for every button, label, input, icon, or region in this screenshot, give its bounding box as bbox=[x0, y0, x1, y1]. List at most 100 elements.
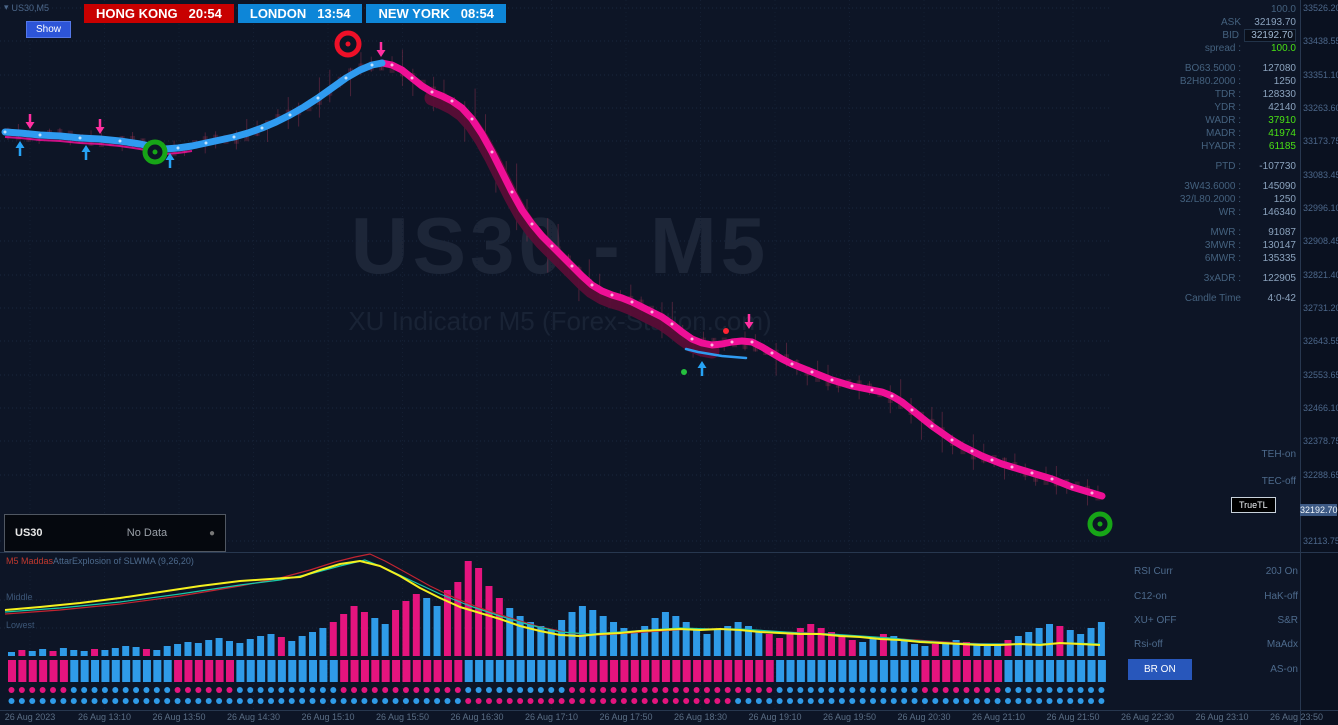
price-label: 33438.55 bbox=[1303, 36, 1338, 46]
info-row-value: 145090 bbox=[1262, 181, 1296, 192]
info-row-label: MADR : bbox=[1206, 128, 1241, 139]
price-label: 33263.60 bbox=[1303, 103, 1338, 113]
watermark-subtitle: XU Indicator M5 (Forex-Station.com) bbox=[348, 306, 772, 336]
indicator-toggle-row: BR ON AS-on bbox=[1128, 658, 1298, 680]
info-row-label: HYADR : bbox=[1201, 141, 1241, 152]
dropdown-arrow-icon: ▾ bbox=[4, 2, 9, 12]
info-row-label: B2H80.2000 : bbox=[1179, 76, 1241, 87]
info-row: 3xADR : 122905 bbox=[1126, 272, 1296, 285]
price-label: 33173.75 bbox=[1303, 136, 1338, 146]
info-row-label: MWR : bbox=[1210, 227, 1241, 238]
toggle-hak-off[interactable]: HaK-off bbox=[1264, 590, 1298, 602]
toggle-teh-on[interactable]: TEH-on bbox=[1261, 449, 1296, 460]
info-row: BID 32192.70 bbox=[1126, 29, 1296, 42]
show-button[interactable]: Show bbox=[26, 21, 72, 38]
info-row-label: TDR : bbox=[1214, 89, 1241, 100]
world-clock-london: LONDON 13:54 bbox=[237, 4, 363, 23]
candles-layer bbox=[5, 49, 1101, 506]
info-row: PTD : -107730 bbox=[1126, 160, 1296, 173]
info-row-label: 3MWR : bbox=[1204, 240, 1241, 251]
info-row: 6MWR : 135335 bbox=[1126, 252, 1296, 265]
oscillator-layer bbox=[4, 553, 1106, 704]
indicator-toggle-row: RSI Curr 20J On bbox=[1134, 562, 1298, 580]
info-row: TDR : 128330 bbox=[1126, 88, 1296, 101]
toggle-tec-off[interactable]: TEC-off bbox=[1261, 476, 1296, 487]
clock-city-label: HONG KONG bbox=[96, 6, 178, 21]
indicator-toggle-row: XU+ OFF S&R bbox=[1134, 611, 1298, 629]
indicator-title: M5 MaddasAttarExplosion of SLWMA (9,26,2… bbox=[6, 556, 194, 566]
world-clocks: HONG KONG 20:54 LONDON 13:54 NEW YORK 08:54 bbox=[84, 4, 506, 23]
info-row: B2H80.2000 : 1250 bbox=[1126, 75, 1296, 88]
info-row-value: 100.0 bbox=[1270, 43, 1296, 54]
info-row: spread : 100.0 bbox=[1126, 42, 1296, 55]
info-row-value: 41974 bbox=[1268, 128, 1296, 139]
info-row-value: 37910 bbox=[1268, 115, 1296, 126]
toggle-rsi-off[interactable]: Rsi-off bbox=[1134, 638, 1163, 650]
toggle-s-r[interactable]: S&R bbox=[1277, 614, 1298, 626]
info-row-label: BID bbox=[1222, 30, 1239, 41]
symbol-tab[interactable]: ▾ US30,M5 bbox=[4, 2, 49, 13]
price-label: 32288.65 bbox=[1303, 470, 1338, 480]
toggle-rsi-curr[interactable]: RSI Curr bbox=[1134, 565, 1173, 577]
time-label: 26 Aug 22:30 bbox=[1120, 712, 1175, 722]
indicator-scale-label: Middle bbox=[6, 592, 33, 602]
info-row-value: 91087 bbox=[1268, 227, 1296, 238]
status-box: US30 No Data ● bbox=[4, 514, 226, 552]
clock-time-label: 20:54 bbox=[188, 6, 222, 21]
info-row: WADR : 37910 bbox=[1126, 114, 1296, 127]
info-row: 3W43.6000 : 145090 bbox=[1126, 180, 1296, 193]
axis-background bbox=[1300, 0, 1338, 725]
info-row-label: Candle Time bbox=[1184, 293, 1241, 304]
clock-time-label: 13:54 bbox=[317, 6, 351, 21]
info-row: Candle Time 4:0-42 bbox=[1126, 292, 1296, 305]
market-info-panel: 100.0 ASK 32193.70 BID 32192.70 spread : 100.0… bbox=[1126, 3, 1296, 305]
price-label: 32996.10 bbox=[1303, 203, 1338, 213]
info-row-value: 135335 bbox=[1262, 253, 1296, 264]
toggle-maadx[interactable]: MaAdx bbox=[1266, 638, 1298, 650]
toggle-xu-off[interactable]: XU+ OFF bbox=[1134, 614, 1177, 626]
time-label: 26 Aug 2023 bbox=[4, 712, 56, 722]
toggle-as-on[interactable]: AS-on bbox=[1270, 663, 1298, 675]
indicator-toggle-row: Rsi-off MaAdx bbox=[1134, 635, 1298, 653]
time-label: 26 Aug 15:50 bbox=[375, 712, 430, 722]
info-row-value: 32193.70 bbox=[1254, 17, 1296, 28]
toggle-c12-on[interactable]: C12-on bbox=[1134, 590, 1167, 602]
truetl-button[interactable]: TrueTL bbox=[1231, 497, 1276, 513]
world-clock-hong-kong: HONG KONG 20:54 bbox=[84, 4, 234, 23]
time-label: 26 Aug 15:10 bbox=[301, 712, 355, 722]
world-clock-new-york: NEW YORK 08:54 bbox=[366, 4, 506, 23]
info-row-label: BO63.5000 : bbox=[1184, 63, 1241, 74]
info-row-value: 1250 bbox=[1273, 194, 1296, 205]
price-label: 32731.20 bbox=[1303, 303, 1338, 313]
price-label: 32113.75 bbox=[1303, 536, 1338, 546]
info-row-value: 1250 bbox=[1273, 76, 1296, 87]
info-row-label: 32/L80.2000 : bbox=[1179, 194, 1241, 205]
time-label: 26 Aug 13:50 bbox=[152, 712, 206, 722]
info-row: YDR : 42140 bbox=[1126, 101, 1296, 114]
info-row: BO63.5000 : 127080 bbox=[1126, 62, 1296, 75]
time-label: 26 Aug 20:30 bbox=[897, 712, 951, 722]
toggle-br-on[interactable]: BR ON bbox=[1128, 658, 1192, 680]
signal-layer bbox=[15, 30, 1113, 537]
toggle-20j-on[interactable]: 20J On bbox=[1265, 565, 1298, 577]
symbol-tab-label: US30,M5 bbox=[11, 2, 50, 13]
price-label: 33083.45 bbox=[1303, 170, 1338, 180]
time-label: 26 Aug 14:30 bbox=[226, 712, 281, 722]
info-row-value: 61185 bbox=[1268, 141, 1296, 152]
ribbon-layer bbox=[1, 59, 1106, 500]
time-label: 26 Aug 21:10 bbox=[971, 712, 1026, 722]
status-symbol: US30 bbox=[15, 527, 43, 539]
info-row-value: 100.0 bbox=[1270, 4, 1296, 15]
clock-time-label: 08:54 bbox=[460, 6, 494, 21]
info-row: WR : 146340 bbox=[1126, 206, 1296, 219]
info-row-label: WR : bbox=[1218, 207, 1241, 218]
time-label: 26 Aug 16:30 bbox=[450, 712, 504, 722]
info-row: HYADR : 61185 bbox=[1126, 140, 1296, 153]
price-label: 32908.45 bbox=[1303, 236, 1338, 246]
info-row-label: PTD : bbox=[1215, 161, 1241, 172]
price-label: 32466.10 bbox=[1303, 403, 1338, 413]
info-row-label: 3xADR : bbox=[1203, 273, 1241, 284]
